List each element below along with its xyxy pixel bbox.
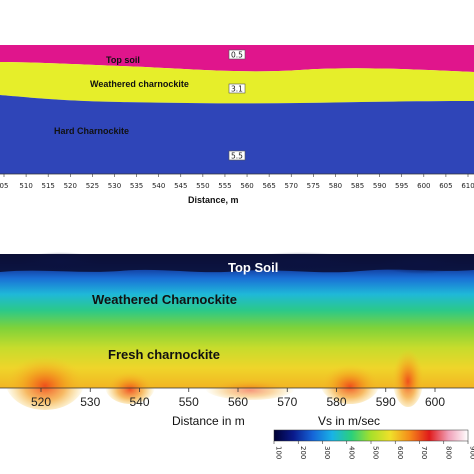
weathered-charnockite-layer — [0, 62, 474, 104]
top-x-tick-label: 555 — [218, 182, 231, 190]
top-x-axis: 05 510 515 520 525 530 535 540 545 550 555 560 565 57… — [0, 174, 474, 190]
top-x-tick-label: 610 — [461, 182, 474, 190]
top-x-tick-label: 550 — [196, 182, 209, 190]
fresh-charnockite-zone-label: Fresh charnockite — [108, 347, 220, 362]
top-x-tick-label: 515 — [42, 182, 55, 190]
top-x-tick-label: 570 — [285, 182, 298, 190]
colorbar-tick-label: 100 — [275, 446, 283, 459]
velocity-box-top-soil: 0.5 — [228, 49, 246, 60]
weathered-charnockite-zone-label: Weathered Charnockite — [92, 292, 237, 307]
bottom-x-tick-label: 580 — [326, 395, 346, 409]
bottom-x-tick-label: 530 — [80, 395, 100, 409]
top-x-tick-label: 510 — [19, 182, 32, 190]
bottom-x-tick-label: 550 — [179, 395, 199, 409]
bottom-x-axis-title: Distance in m — [172, 414, 245, 428]
hard-charnockite-label: Hard Charnockite — [54, 126, 129, 136]
velocity-tomogram-panel: Top Soil Weathered Charnockite Fresh cha… — [0, 252, 474, 459]
colorbar-tick-label: 600 — [396, 446, 404, 459]
top-x-tick-label: 535 — [130, 182, 143, 190]
colorbar-tick-label: 200 — [299, 446, 307, 459]
top-x-tick-label: 530 — [108, 182, 121, 190]
top-x-tick-label: 520 — [64, 182, 77, 190]
top-x-tick-label: 590 — [373, 182, 386, 190]
top-x-tick-label: 595 — [395, 182, 408, 190]
bottom-x-tick-label: 540 — [129, 395, 149, 409]
colorbar-tick-label: 700 — [420, 446, 428, 459]
svg-text:0.5: 0.5 — [231, 51, 243, 60]
colorbar-title: Vs in m/sec — [318, 414, 380, 428]
bottom-x-tick-label: 600 — [425, 395, 445, 409]
top-x-axis-title: Distance, m — [188, 195, 239, 205]
colorbar-tick-label: 800 — [444, 446, 452, 459]
weathered-charnockite-label: Weathered charnockite — [90, 79, 189, 89]
bottom-x-tick-label: 520 — [31, 395, 51, 409]
top-x-tick-label: 545 — [174, 182, 187, 190]
svg-text:5.5: 5.5 — [231, 152, 243, 161]
colorbar — [273, 429, 469, 442]
top-soil-zone-label: Top Soil — [228, 260, 278, 275]
top-x-tick-label: 605 — [439, 182, 452, 190]
bottom-x-tick-label: 590 — [376, 395, 396, 409]
velocity-box-hard: 5.5 — [228, 150, 246, 161]
colorbar-tick-label: 900 — [469, 446, 474, 459]
bottom-x-tick-label: 560 — [228, 395, 248, 409]
hard-charnockite-layer — [0, 95, 474, 174]
colorbar-ticks: 100 200 300 400 500 600 700 800 900 — [273, 441, 474, 459]
top-x-tick-label: 575 — [307, 182, 320, 190]
top-x-tick-label: 580 — [329, 182, 342, 190]
svg-text:3.1: 3.1 — [231, 85, 243, 94]
top-x-tick-label: 540 — [152, 182, 165, 190]
top-x-tick-label: 600 — [417, 182, 430, 190]
top-x-tick-label: 585 — [351, 182, 364, 190]
top-soil-label: Top soil — [106, 55, 140, 65]
colorbar-tick-label: 400 — [347, 446, 355, 459]
colorbar-tick-label: 300 — [323, 446, 331, 459]
bottom-x-axis: 520 530 540 550 560 570 580 590 600 — [31, 388, 445, 409]
colorbar-tick-label: 500 — [372, 446, 380, 459]
top-x-tick-label: 05 — [0, 182, 8, 190]
top-x-tick-label: 525 — [86, 182, 99, 190]
velocity-box-weathered: 3.1 — [228, 83, 246, 94]
top-x-tick-label: 565 — [262, 182, 275, 190]
top-x-tick-label: 560 — [240, 182, 253, 190]
layer-model-panel: Top soil Weathered charnockite Hard Char… — [0, 45, 474, 205]
bottom-x-tick-label: 570 — [277, 395, 297, 409]
